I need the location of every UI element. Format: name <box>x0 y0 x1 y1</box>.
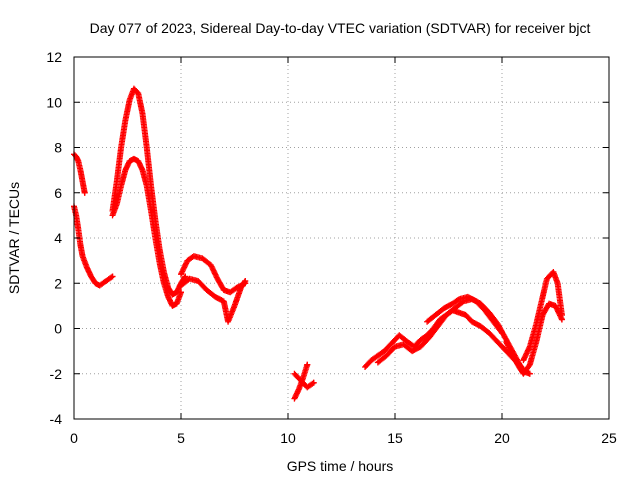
x-tick-label: 15 <box>387 430 403 446</box>
data-point <box>109 273 116 280</box>
data-point <box>181 274 188 281</box>
data-point <box>498 328 505 335</box>
data-point <box>304 361 311 368</box>
y-tick-label: 4 <box>54 230 62 246</box>
x-tick-label: 25 <box>601 430 617 446</box>
grid-lines <box>74 57 609 419</box>
x-tick-label: 5 <box>177 430 185 446</box>
data-point <box>558 311 565 318</box>
data-point <box>309 380 316 387</box>
y-tick-label: 8 <box>54 140 62 156</box>
data-point <box>178 289 184 296</box>
y-tick-label: 12 <box>46 49 62 65</box>
data-point <box>454 296 461 303</box>
y-tick-label: 2 <box>54 275 62 291</box>
y-tick-label: -4 <box>50 411 63 427</box>
series-arc-9 <box>520 268 565 364</box>
x-tick-label: 0 <box>70 430 78 446</box>
series-arc-1b <box>71 203 116 289</box>
y-tick-label: -2 <box>50 366 63 382</box>
data-point <box>526 370 533 377</box>
x-axis-label: GPS time / hours <box>287 458 394 474</box>
data-point <box>499 330 505 337</box>
series-arc-1a <box>71 151 88 196</box>
series-arc-4b <box>291 370 317 391</box>
y-tick-label: 6 <box>54 185 62 201</box>
y-tick-label: 0 <box>54 321 62 337</box>
data-point <box>525 362 532 369</box>
series-arc-2b <box>109 155 184 309</box>
data-point <box>242 277 249 284</box>
y-axis-label: SDTVAR / TECUs <box>6 182 22 294</box>
data-point <box>108 274 115 281</box>
data-point <box>310 379 317 386</box>
data-point <box>81 189 88 196</box>
chart-title: Day 077 of 2023, Sidereal Day-to-day VTE… <box>90 20 591 36</box>
x-tick-label: 10 <box>280 430 296 446</box>
axis-ticks: 0 5 10 15 20 25 -4 -2 0 2 4 6 8 10 12 <box>46 49 617 446</box>
series-arc-3b <box>178 275 249 325</box>
series-arc-7 <box>424 293 505 337</box>
data-series <box>71 85 565 402</box>
y-tick-label: 10 <box>46 94 62 110</box>
data-point <box>182 273 189 280</box>
data-point <box>241 279 248 286</box>
x-tick-label: 20 <box>494 430 510 446</box>
